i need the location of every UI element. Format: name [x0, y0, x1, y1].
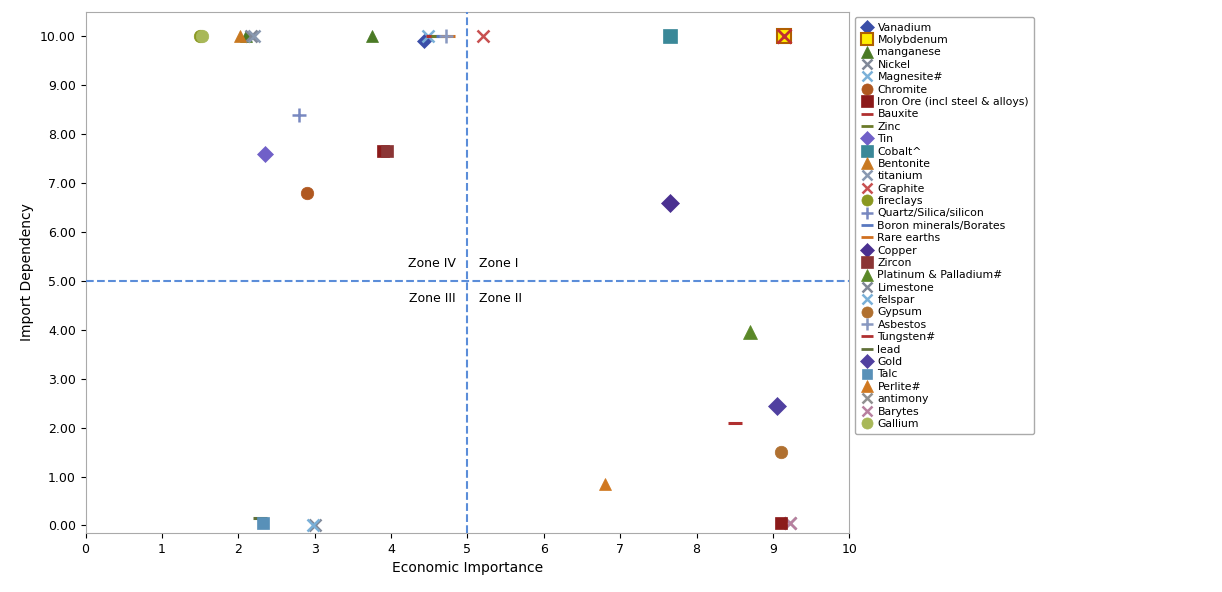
Text: Zone III: Zone III	[409, 292, 456, 305]
Y-axis label: Import Dependency: Import Dependency	[21, 204, 34, 341]
X-axis label: Economic Importance: Economic Importance	[392, 561, 543, 575]
Legend: Vanadium, Molybdenum, manganese, Nickel, Magnesite#, Chromite, Iron Ore (incl st: Vanadium, Molybdenum, manganese, Nickel,…	[854, 17, 1035, 435]
Text: Zone II: Zone II	[479, 292, 522, 305]
Text: Zone I: Zone I	[479, 257, 518, 270]
Text: Zone IV: Zone IV	[408, 257, 456, 270]
